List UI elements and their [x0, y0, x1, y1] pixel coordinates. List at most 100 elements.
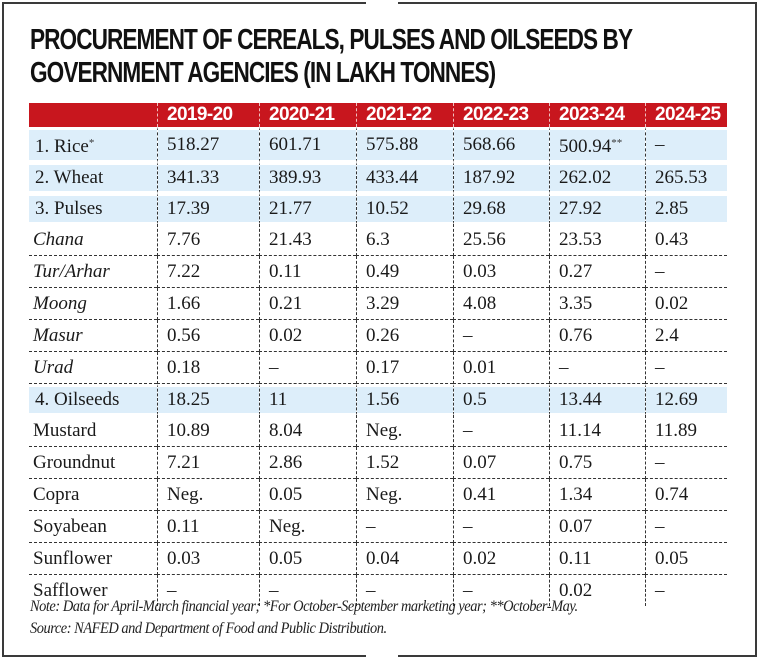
table-row: 4. Oilseeds 18.25 11 1.56 0.5 13.44 12.69: [29, 384, 727, 415]
table-row: Masur 0.56 0.02 0.26 – 0.76 2.4: [29, 320, 727, 352]
value-cell: 187.92: [453, 162, 549, 193]
value-text: 0.02: [655, 293, 689, 314]
value-text: 4.08: [463, 293, 497, 314]
header-cell-year: 2021-22: [356, 103, 453, 127]
value-cell: 0.21: [259, 288, 356, 320]
value-cell: 13.44: [549, 384, 645, 415]
row-label-text: Urad: [33, 357, 74, 378]
value-cell: 2.85: [645, 193, 727, 224]
header-cell-year: 2020-21: [259, 103, 356, 127]
row-label: Copra: [29, 479, 157, 511]
value-text: 2.4: [655, 325, 679, 346]
value-text: 0.07: [463, 452, 497, 473]
value-cell: 433.44: [356, 162, 453, 193]
value-text: –: [269, 357, 279, 378]
value-cell: 0.75: [549, 447, 645, 479]
value-text: 0.21: [269, 293, 303, 314]
value-text: 0.02: [559, 580, 593, 601]
value-text: 0.41: [463, 484, 497, 505]
value-text: 0.02: [463, 548, 497, 569]
value-cell: 29.68: [453, 193, 549, 224]
value-text: 0.11: [167, 516, 200, 537]
value-cell: –: [157, 575, 259, 606]
value-text: 1.52: [366, 452, 400, 473]
header-cell-year: 2024-25: [645, 103, 727, 127]
row-label-text: 1. Rice: [35, 136, 89, 157]
value-text: 0.04: [366, 548, 400, 569]
frame-border-top-right: [398, 2, 757, 4]
value-text: Neg.: [366, 484, 403, 505]
table-row: Moong 1.66 0.21 3.29 4.08 3.35 0.02: [29, 288, 727, 320]
value-text: 7.22: [167, 261, 201, 282]
value-cell: 518.27: [157, 127, 259, 162]
value-cell: 1.52: [356, 447, 453, 479]
value-text: 13.44: [559, 389, 602, 410]
value-text: 262.02: [559, 167, 612, 188]
value-cell: –: [549, 352, 645, 384]
value-cell: 0.05: [259, 543, 356, 575]
row-label: Moong: [29, 288, 157, 320]
value-text: 0.11: [559, 548, 592, 569]
value-text: 12.69: [655, 389, 698, 410]
value-cell: Neg.: [157, 479, 259, 511]
value-cell: 575.88: [356, 127, 453, 162]
value-cell: 0.56: [157, 320, 259, 352]
value-text: Neg.: [366, 420, 403, 441]
value-cell: 0.43: [645, 224, 727, 256]
value-cell: 23.53: [549, 224, 645, 256]
value-text: 0.11: [269, 261, 302, 282]
value-cell: Neg.: [259, 511, 356, 543]
row-label-text: Sunflower: [33, 548, 113, 569]
value-cell: 0.76: [549, 320, 645, 352]
value-text: 29.68: [463, 198, 506, 219]
row-label: Soyabean: [29, 511, 157, 543]
value-cell: 0.02: [259, 320, 356, 352]
value-text: Neg.: [269, 516, 306, 537]
value-text: –: [655, 134, 665, 155]
value-cell: 17.39: [157, 193, 259, 224]
frame-border-bottom-right: [398, 655, 757, 657]
value-cell: 262.02: [549, 162, 645, 193]
value-cell: 389.93: [259, 162, 356, 193]
value-cell: –: [356, 575, 453, 606]
table-row: Urad 0.18 – 0.17 0.01 – –: [29, 352, 727, 384]
row-label: Tur/Arhar: [29, 256, 157, 288]
value-cell: –: [645, 511, 727, 543]
value-cell: –: [645, 127, 727, 162]
value-cell: –: [356, 511, 453, 543]
row-label-text: Groundnut: [33, 452, 116, 473]
table-row: 1. Rice* 518.27 601.71 575.88 568.66 500.94**…: [29, 127, 727, 162]
value-cell: 6.3: [356, 224, 453, 256]
value-cell: 0.11: [259, 256, 356, 288]
value-cell: –: [645, 575, 727, 606]
value-text: –: [463, 516, 473, 537]
value-text: 1.56: [366, 389, 400, 410]
row-label-text: 4. Oilseeds: [35, 389, 120, 410]
value-cell: 27.92: [549, 193, 645, 224]
value-text: 2.86: [269, 452, 303, 473]
value-cell: 0.05: [645, 543, 727, 575]
value-text: 0.02: [269, 325, 303, 346]
frame-border-left: [2, 2, 4, 656]
value-cell: –: [259, 575, 356, 606]
value-cell: 11: [259, 384, 356, 415]
value-cell: 7.21: [157, 447, 259, 479]
value-text: 11: [269, 389, 288, 410]
value-text: 8.04: [269, 420, 303, 441]
value-cell: 0.03: [157, 543, 259, 575]
row-label-text: 3. Pulses: [35, 198, 103, 219]
value-text: 21.77: [269, 198, 312, 219]
value-text: –: [463, 580, 473, 601]
value-cell: 1.56: [356, 384, 453, 415]
value-text: –: [269, 580, 279, 601]
value-cell: –: [645, 256, 727, 288]
value-text: 10.89: [167, 420, 210, 441]
row-label-text: Tur/Arhar: [33, 261, 110, 282]
value-cell: –: [645, 447, 727, 479]
value-text: –: [463, 325, 473, 346]
value-cell: 12.69: [645, 384, 727, 415]
value-text: Neg.: [167, 484, 204, 505]
frame-border-right: [755, 2, 757, 656]
row-label: Urad: [29, 352, 157, 384]
row-label: Groundnut: [29, 447, 157, 479]
